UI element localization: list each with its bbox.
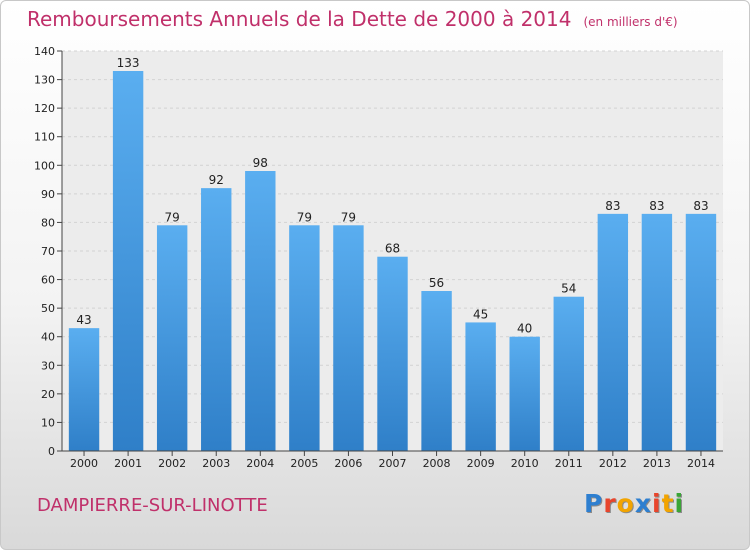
bar-2012 [597,213,629,451]
data-label-2013: 83 [649,199,664,213]
data-label-2005: 79 [297,210,312,224]
y-tick-label: 0 [48,445,55,458]
data-label-2004: 98 [253,156,268,170]
y-tick-label: 30 [41,359,55,372]
city-name: DAMPIERRE-SUR-LINOTTE [37,495,268,516]
y-tick-label: 40 [41,331,55,344]
x-tick-label: 2005 [290,457,318,470]
y-tick-label: 70 [41,245,55,258]
logo-letter: r [603,489,617,518]
bars: 43 133 79 92 98 79 79 68 56 45 40 54 83 83 83 [68,56,717,451]
bar-2001 [112,71,144,451]
logo-letter: i [652,489,662,518]
data-label-2009: 45 [473,307,488,321]
chart-title-text: Remboursements Annuels de la Dette de 20… [27,7,572,31]
y-tick-label: 120 [34,102,55,115]
x-axis: 2000 2001 2002 2003 2004 2005 2006 2007 2008 2009… [62,450,723,470]
data-label-2011: 54 [561,282,576,296]
data-label-2003: 92 [209,173,224,187]
data-label-2010: 40 [517,322,532,336]
bar-2000 [68,328,100,451]
x-tick-label: 2010 [511,457,539,470]
bar-2006 [333,225,364,451]
y-tick-label: 110 [34,131,55,144]
bar-2008 [421,291,452,451]
y-tick-label: 20 [41,388,55,401]
logo-letter: x [634,489,652,518]
x-tick-label: 2004 [246,457,274,470]
logo-letter: P [584,489,604,518]
x-tick-label: 2002 [158,457,186,470]
x-tick-label: 2001 [114,457,142,470]
y-axis: 0 10 20 30 40 50 60 70 80 90 100 110 120 130 140 [34,45,63,458]
bar-2010 [509,336,540,451]
bar-2009 [465,322,496,451]
logo-letter: i [674,489,685,518]
bar-2014 [685,213,717,451]
y-tick-label: 50 [41,302,55,315]
x-tick-label: 2014 [687,457,715,470]
logo-letter: t [661,489,675,518]
data-label-2001: 133 [117,56,140,70]
proxiti-logo[interactable]: Proxiti [584,489,684,518]
y-tick-label: 130 [34,74,55,87]
data-label-2006: 79 [341,210,356,224]
bar-2003 [201,188,232,451]
x-tick-label: 2012 [599,457,627,470]
logo-letter: o [616,489,635,518]
data-label-2002: 79 [165,210,180,224]
x-tick-label: 2009 [467,457,495,470]
x-tick-label: 2006 [334,457,362,470]
y-tick-label: 140 [34,45,55,58]
chart-title: Remboursements Annuels de la Dette de 20… [27,7,678,31]
data-label-2012: 83 [605,199,620,213]
y-tick-label: 100 [34,159,55,172]
x-tick-label: 2000 [70,457,98,470]
bar-2007 [377,256,408,451]
data-label-2014: 83 [693,199,708,213]
x-tick-label: 2003 [202,457,230,470]
x-tick-label: 2008 [423,457,451,470]
x-tick-label: 2007 [379,457,407,470]
bar-2011 [553,296,584,451]
y-tick-label: 10 [41,416,55,429]
y-tick-label: 60 [41,274,55,287]
y-tick-label: 80 [41,216,55,229]
x-tick-label: 2011 [555,457,583,470]
bar-2002 [156,225,188,451]
bar-2004 [245,171,276,451]
chart-subtitle: (en milliers d'€) [583,15,678,29]
data-label-2007: 68 [385,242,400,256]
data-label-2008: 56 [429,276,444,290]
x-tick-label: 2013 [643,457,671,470]
bar-2013 [641,213,673,451]
bar-2005 [289,225,320,451]
data-label-2000: 43 [76,313,91,327]
y-tick-label: 90 [41,188,55,201]
